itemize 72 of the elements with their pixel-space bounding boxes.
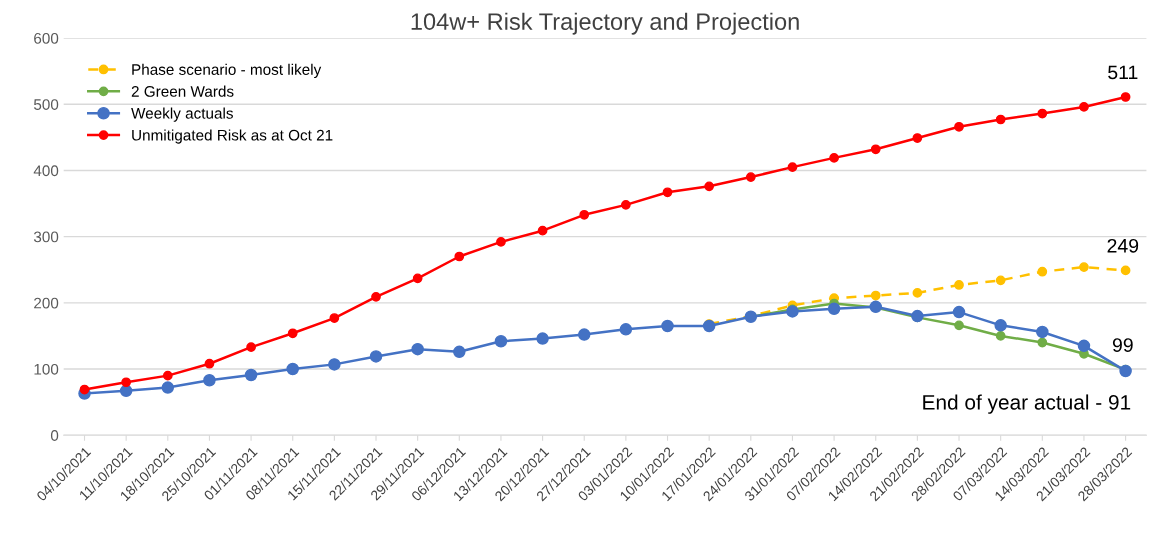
y-tick-label: 600: [34, 32, 59, 44]
point: [954, 121, 964, 132]
chart-title: 104w+ Risk Trajectory and Projection: [411, 12, 799, 35]
point: [995, 275, 1006, 286]
point: [537, 225, 548, 236]
point: [702, 319, 716, 333]
point: [1036, 325, 1049, 339]
point: [1079, 262, 1089, 272]
data-label: 511: [1108, 65, 1138, 80]
data-label: 99: [1112, 338, 1133, 352]
point: [621, 200, 631, 210]
point: [453, 345, 466, 359]
point: [787, 162, 798, 173]
point: [662, 187, 673, 198]
y-tick-label: 100: [34, 363, 59, 375]
point: [161, 381, 175, 394]
point: [995, 114, 1006, 125]
legend-label: 2 Green Wards: [131, 85, 234, 97]
y-tick-label: 500: [33, 99, 59, 110]
point: [995, 331, 1006, 341]
point: [577, 328, 591, 341]
point: [579, 209, 590, 220]
point: [1120, 265, 1131, 276]
y-tick-label: 300: [33, 231, 59, 243]
point: [328, 358, 341, 371]
point: [119, 384, 133, 398]
point: [704, 181, 715, 192]
point: [870, 290, 881, 301]
point: [954, 280, 964, 290]
legend-label: Weekly actuals: [131, 107, 233, 122]
point: [369, 350, 383, 363]
point: [121, 377, 132, 388]
point: [329, 313, 340, 323]
point: [286, 362, 299, 376]
point: [954, 320, 964, 331]
point: [411, 342, 424, 356]
point: [287, 328, 298, 339]
point: [496, 237, 506, 247]
point: [870, 144, 881, 155]
point: [1037, 108, 1048, 119]
point: [994, 319, 1007, 332]
legend-label: Unmitigated Risk as at Oct 21: [132, 129, 333, 144]
y-tick-label: 200: [34, 297, 59, 309]
point: [1079, 102, 1089, 112]
point: [952, 305, 966, 319]
point: [1037, 266, 1048, 277]
point: [454, 251, 465, 262]
point: [162, 370, 173, 381]
point: [371, 292, 381, 302]
point: [827, 302, 841, 316]
point: [204, 358, 215, 369]
point: [745, 172, 756, 182]
point: [829, 153, 839, 163]
point: [912, 288, 923, 298]
point: [246, 342, 256, 353]
point: [912, 133, 923, 143]
point: [1077, 339, 1091, 353]
point: [1120, 92, 1131, 102]
point: [536, 332, 549, 345]
annotation: End of year actual - 91: [923, 394, 1131, 414]
legend-label: Phase scenario - most likely: [132, 63, 322, 78]
point: [79, 384, 90, 395]
point: [619, 323, 633, 336]
point: [412, 273, 423, 284]
point: [203, 374, 216, 387]
point: [661, 319, 674, 333]
point: [1037, 337, 1048, 348]
point: [494, 334, 508, 348]
point: [244, 368, 258, 382]
y-tick-label: 400: [33, 165, 59, 177]
y-tick-label: 0: [50, 430, 59, 441]
data-label: 249: [1107, 238, 1139, 253]
